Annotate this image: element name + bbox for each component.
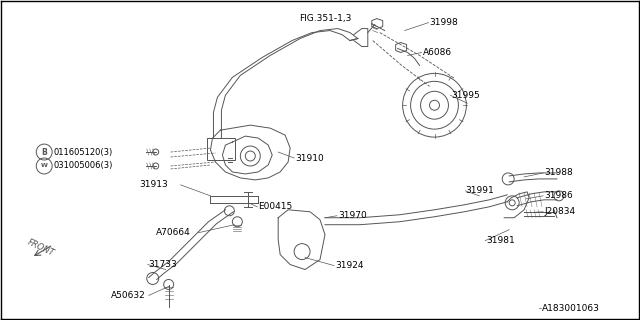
Text: J20834: J20834 xyxy=(544,207,575,216)
Text: 31995: 31995 xyxy=(451,91,480,100)
Text: A50632: A50632 xyxy=(111,291,146,300)
Text: E00415: E00415 xyxy=(259,202,292,211)
Text: 31733: 31733 xyxy=(148,260,177,269)
Text: 31924: 31924 xyxy=(335,261,364,270)
Text: W: W xyxy=(41,164,47,168)
Text: 31981: 31981 xyxy=(486,236,515,245)
Text: 31913: 31913 xyxy=(139,180,168,189)
Text: A183001063: A183001063 xyxy=(542,304,600,313)
Text: 31986: 31986 xyxy=(544,191,573,200)
Text: A6086: A6086 xyxy=(422,48,452,57)
Text: 031005006(3): 031005006(3) xyxy=(53,162,113,171)
Text: 31991: 31991 xyxy=(465,186,494,196)
Text: 31910: 31910 xyxy=(295,154,324,163)
Text: 31998: 31998 xyxy=(429,18,458,27)
Text: 31988: 31988 xyxy=(544,168,573,178)
Text: FIG.351-1,3: FIG.351-1,3 xyxy=(299,14,351,23)
Text: A70664: A70664 xyxy=(156,228,191,237)
Text: 011605120(3): 011605120(3) xyxy=(53,148,113,156)
Text: 31970: 31970 xyxy=(338,211,367,220)
Text: B: B xyxy=(42,148,47,156)
Text: FRONT: FRONT xyxy=(26,237,56,258)
